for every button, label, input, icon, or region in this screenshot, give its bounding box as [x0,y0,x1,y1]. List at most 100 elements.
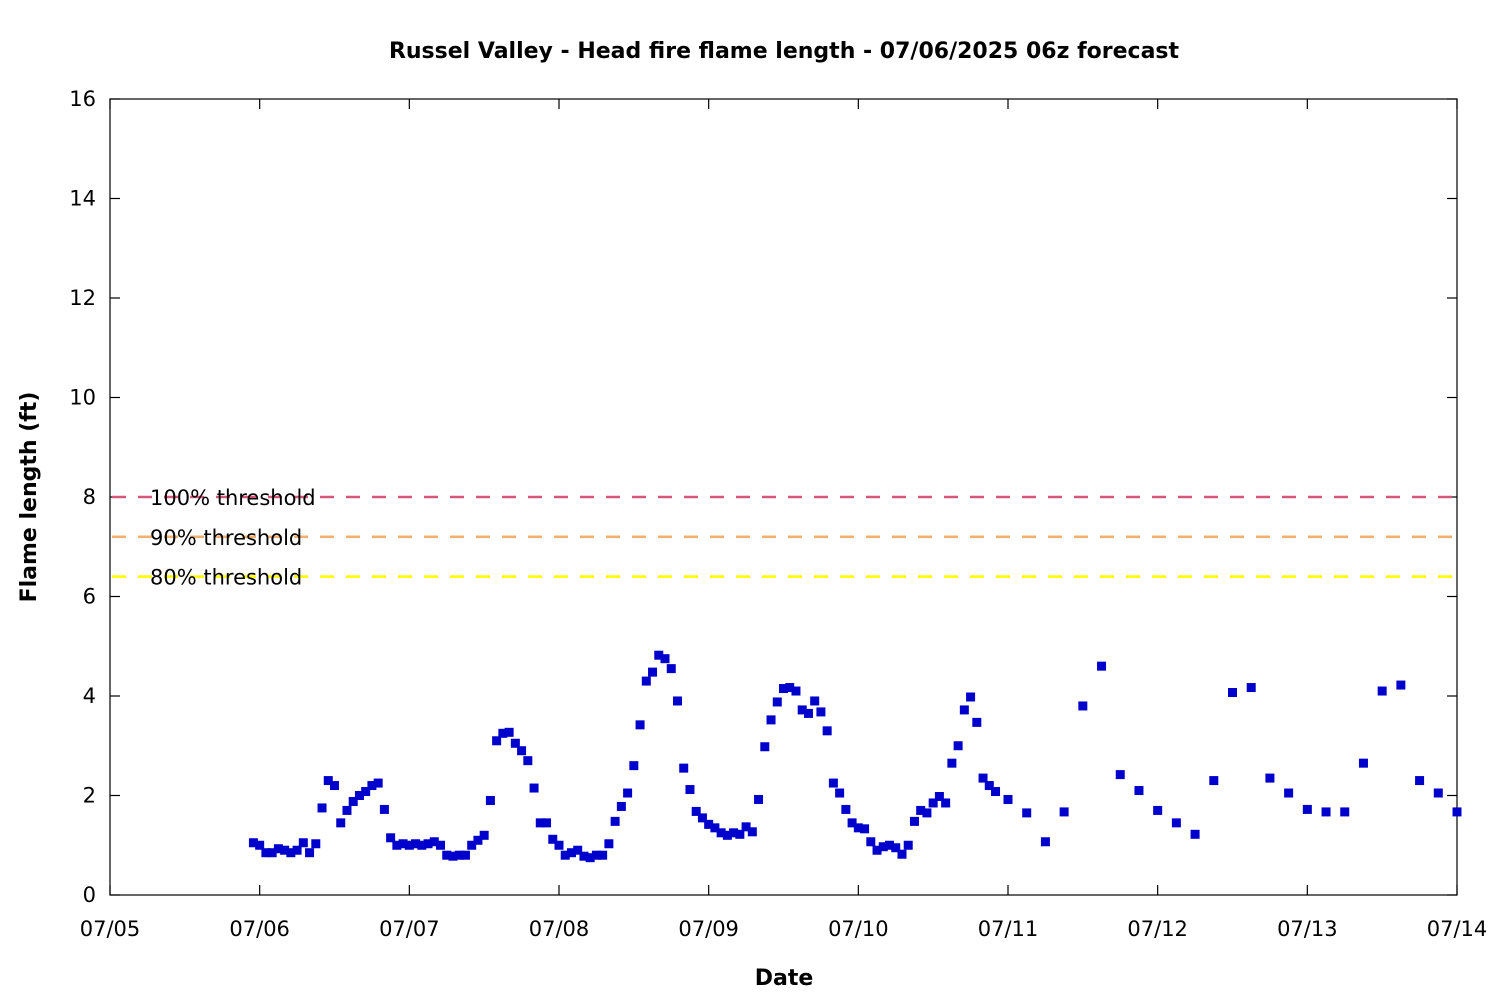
data-point [797,705,807,715]
data-point [903,840,913,850]
threshold-label: 100% threshold [150,486,316,510]
y-tick-label: 12 [69,286,96,310]
data-point [685,785,695,795]
data-point [336,818,346,828]
data-point [1321,807,1331,817]
data-point [641,676,651,686]
data-point [436,840,446,850]
data-point [448,851,458,861]
x-tick-label: 07/05 [80,917,141,941]
data-point [529,783,539,793]
data-point [966,692,976,702]
data-point [386,833,396,843]
data-point [704,819,714,829]
data-point [866,837,876,847]
data-point [1415,776,1425,786]
data-point [835,788,845,798]
x-axis: 07/05 07/06 07/07 07/08 07/09 07/10 07/11 07/12… [80,99,1488,941]
data-point [916,805,926,815]
data-point [1396,680,1406,690]
data-point [598,850,608,860]
data-point [510,738,520,748]
data-point [629,761,639,771]
data-point [492,736,502,746]
data-point [423,839,433,849]
data-point [878,842,888,852]
data-point [542,818,552,828]
data-point [722,830,732,840]
data-point [566,848,576,858]
data-point [442,850,452,860]
data-point [573,845,583,855]
y-tick-label: 14 [69,187,96,211]
data-point [860,824,870,834]
data-point [785,683,795,693]
data-point [791,686,801,696]
data-point [1433,788,1443,798]
x-tick-label: 07/12 [1127,917,1188,941]
data-point [354,791,364,800]
data-point [361,787,371,797]
data-point [610,816,620,826]
data-point [604,839,614,849]
data-point [741,822,751,832]
data-point [779,684,788,694]
data-point [591,850,601,860]
data-point [317,803,327,813]
y-axis: 0 2 4 6 8 10 12 14 16 [69,87,1457,907]
data-point [822,726,832,736]
data-point [1078,701,1088,711]
y-tick-label: 2 [83,784,96,808]
y-tick-label: 10 [69,386,96,410]
data-point [691,806,701,816]
data-point [348,796,358,806]
data-point [772,697,782,707]
threshold-label: 90% threshold [150,526,302,550]
data-point [473,835,483,845]
data-point [1134,786,1144,796]
y-axis-label: Flame length (ft) [17,392,42,603]
data-point [392,840,402,850]
data-point [710,823,720,833]
data-point [267,848,277,858]
data-point [398,839,408,849]
data-point [648,667,658,677]
data-point [616,801,626,811]
data-point [747,827,757,837]
data-point [666,664,676,674]
data-point [248,838,258,848]
data-point [984,781,994,791]
chart-title: Russel Valley - Head fire flame length -… [389,39,1180,64]
data-point [1340,807,1350,817]
data-point [330,781,339,791]
data-point [754,794,764,804]
data-point [579,851,589,861]
data-point [305,848,315,858]
data-point [847,818,857,828]
y-tick-label: 4 [83,684,96,708]
data-point [922,808,932,818]
data-point [367,781,377,791]
x-tick-label: 07/06 [229,917,290,941]
data-point [660,654,670,664]
x-tick-label: 07/14 [1427,917,1488,941]
x-axis-label: Date [755,966,814,991]
data-point [1302,804,1312,814]
data-point [1228,688,1237,698]
data-point [735,829,745,839]
data-point [991,787,1001,797]
data-point [1452,807,1462,817]
data-point [953,741,963,751]
data-point [298,838,308,848]
threshold-label: 80% threshold [150,566,302,590]
y-tick-label: 8 [83,485,96,509]
data-point [535,818,545,828]
data-point [454,850,464,860]
data-point [1022,808,1032,818]
data-point [934,791,944,801]
x-tick-label: 07/13 [1277,917,1338,941]
x-tick-label: 07/09 [678,917,739,941]
data-point [261,848,271,858]
data-point [947,758,957,768]
data-point [760,742,770,752]
